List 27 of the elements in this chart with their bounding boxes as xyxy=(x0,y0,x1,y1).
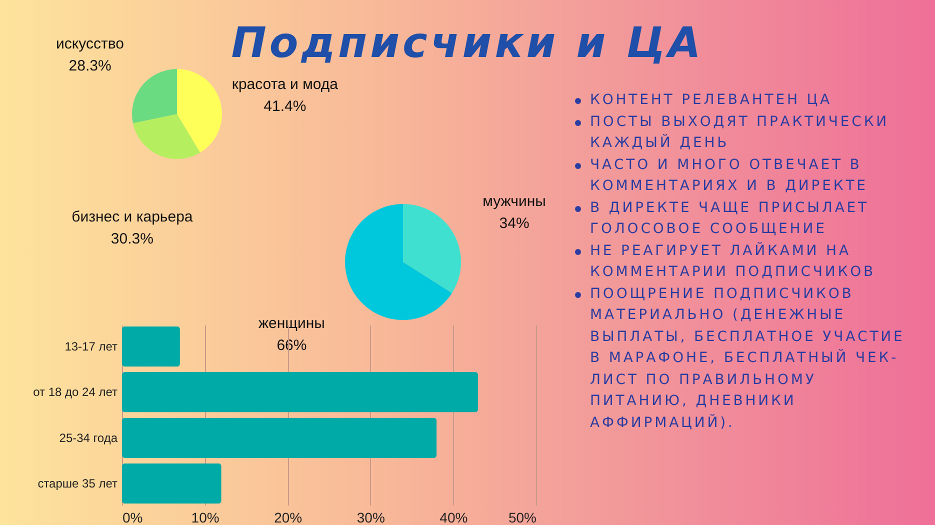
x-tick-label: 0% xyxy=(122,510,143,525)
x-tick-label: 30% xyxy=(356,510,385,525)
data-label: 41.4% xyxy=(264,98,306,116)
data-label: 28.3% xyxy=(68,57,112,74)
text: В ДИРЕКТЕ ЧАЩЕ ПРИСЫЛАЕТ ГОЛОСОВОЕ СООБЩЕНИЕ xyxy=(590,200,869,237)
text: Подписчики и ЦА xyxy=(231,18,704,67)
text: ЧАСТО И МНОГО ОТВЕЧАЕТ В КОММЕНТАРИЯХ И В ДИРЕКТЕ xyxy=(590,156,868,194)
text: КОНТЕНТ РЕЛЕВАНТЕН ЦА xyxy=(590,92,832,108)
y-tick-label: 25-34 года xyxy=(59,430,118,445)
data-label: 30.3% xyxy=(110,230,154,248)
y-tick-label: 13-17 лет xyxy=(64,339,118,354)
slice-label: бизнес и карьера xyxy=(72,208,194,226)
slice-label: красота и мода xyxy=(232,76,339,94)
y-tick-label: от 18 до 24 лет xyxy=(33,385,118,400)
x-tick-label: 50% xyxy=(508,510,536,525)
text: ПОСТЫ ВЫХОДЯТ ПРАКТИЧЕСКИ КАЖДЫЙ ДЕНЬ xyxy=(590,114,890,151)
data-label: 66% xyxy=(276,337,307,354)
x-tick-label: 10% xyxy=(191,510,220,525)
text: ПООЩРЕНИЕ ПОДПИСЧИКОВ МАТЕРИАЛЬНО (ДЕНЕЖНЫЕ ВЫПЛАТЫ, БЕСПЛАТНОЕ УЧАСТИЕ В МАРАФОНЕ, БЕСПЛАТНЫЙ ЧЕК-ЛИСТ ПО ПРАВИЛЬНОМУ ПИТАНИЮ, ДНЕВНИКИ АФФИРМАЦИЙ). xyxy=(590,286,905,430)
data-label: 34% xyxy=(499,214,530,232)
slice-label: искусство xyxy=(56,35,124,52)
slice-label: мужчины xyxy=(482,192,546,210)
x-tick-label: 40% xyxy=(440,510,468,525)
text: НЕ РЕАГИРУЕТ ЛАЙКАМИ НА КОММЕНТАРИИ ПОДПИСЧИКОВ xyxy=(590,242,876,280)
y-tick-label: старше 35 лет xyxy=(38,476,118,491)
x-tick-label: 20% xyxy=(274,510,302,525)
slice-label: женщины xyxy=(258,315,325,332)
